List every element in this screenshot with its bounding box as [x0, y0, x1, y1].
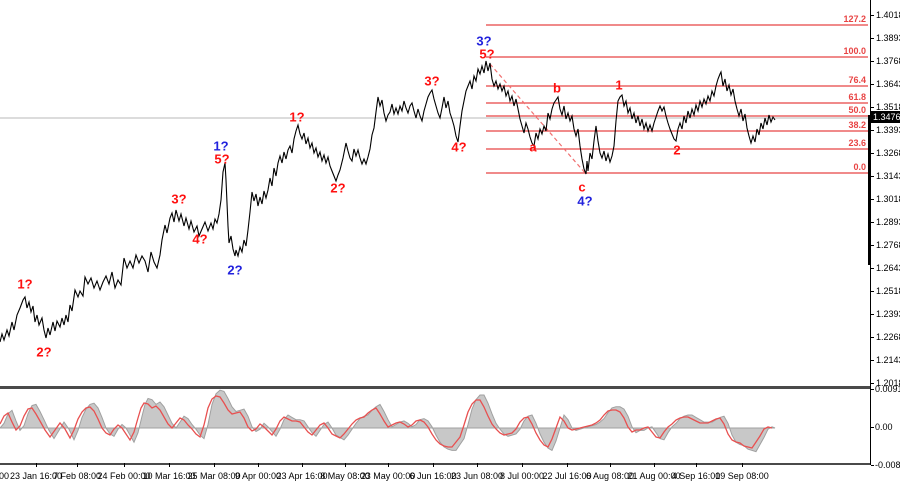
price-tick-label: 1.2643: [876, 263, 900, 273]
price-tick-label: 1.2018: [876, 378, 900, 388]
price-tick-label: 1.3143: [876, 171, 900, 181]
indicator-tick-label: 0.00: [875, 422, 893, 432]
time-tick-label: 8 Jul 00:00: [499, 471, 545, 481]
price-axis-border: [870, 0, 871, 465]
time-tick-label: 6 Jun 16:00: [409, 471, 457, 481]
price-tick-label: 1.3768: [876, 56, 900, 66]
time-tick-mark: [477, 463, 478, 467]
oscillator-signal-line: [0, 395, 773, 449]
time-tick-label: 22 Jul 16:00: [542, 471, 592, 481]
price-tick-mark: [871, 15, 874, 16]
right-edge-black-bar: [868, 115, 871, 265]
price-tick-label: 1.3893: [876, 33, 900, 43]
price-tick-label: 1.2768: [876, 240, 900, 250]
time-tick-mark: [742, 463, 743, 467]
price-tick-mark: [871, 383, 874, 384]
price-tick-mark: [871, 222, 874, 223]
time-tick-mark: [36, 463, 37, 467]
time-tick-mark: [77, 463, 78, 467]
time-tick-label: 7 Feb 08:00: [52, 471, 102, 481]
time-tick-mark: [567, 463, 568, 467]
time-tick-label: 21 Aug 00:00: [627, 471, 681, 481]
price-tick-label: 1.2143: [876, 355, 900, 365]
time-tick-mark: [214, 463, 215, 467]
oscillator-area: [0, 389, 776, 453]
price-tick-label: 1.3643: [876, 79, 900, 89]
time-tick-label: 23 Jun 08:00: [450, 471, 504, 481]
time-tick-label: 8 May 08:00: [320, 471, 370, 481]
price-tick-mark: [871, 337, 874, 338]
price-tick-label: 1.3518: [876, 102, 900, 112]
price-tick-mark: [871, 153, 874, 154]
price-series-line: [0, 60, 776, 343]
time-tick-mark: [696, 463, 697, 467]
indicator-tick-mark: [871, 389, 874, 390]
time-tick-label: 10 Mar 16:00: [142, 471, 196, 481]
indicator-tick-label: -0.00862: [875, 460, 900, 470]
time-tick-mark: [258, 463, 259, 467]
time-axis-border: [0, 463, 871, 465]
time-tick-label-partial: 00: [0, 471, 10, 481]
indicator-tick-mark: [871, 427, 874, 428]
time-axis[interactable]: 00 23 Jan 16:00 7 Feb 08:00 24 Feb 00:00 10 …: [0, 463, 900, 485]
price-axis[interactable]: 1.4018 1.3893 1.3768 1.3643 1.3518 1.3393 1.32…: [871, 0, 900, 470]
price-tick-mark: [871, 38, 874, 39]
time-tick-label: 9 Apr 00:00: [234, 471, 282, 481]
time-tick-mark: [433, 463, 434, 467]
time-tick-label: 23 May 00:00: [360, 471, 416, 481]
price-tick-mark: [871, 268, 874, 269]
price-tick-label: 1.3018: [876, 194, 900, 204]
price-tick-mark: [871, 107, 874, 108]
time-tick-mark: [302, 463, 303, 467]
time-tick-mark: [654, 463, 655, 467]
time-tick-mark: [388, 463, 389, 467]
indicator-tick-label: 0.0091: [875, 384, 900, 394]
time-tick-label: 4 Sep 16:00: [671, 471, 721, 481]
time-tick-label: 25 Mar 08:00: [187, 471, 241, 481]
price-tick-label: 1.3268: [876, 148, 900, 158]
current-price-tag: 1.3476: [871, 111, 900, 123]
time-tick-mark: [169, 463, 170, 467]
time-tick-mark: [124, 463, 125, 467]
oscillator-canvas[interactable]: [0, 386, 871, 463]
indicator-top-border: [0, 386, 871, 389]
price-tick-mark: [871, 360, 874, 361]
time-tick-mark: [345, 463, 346, 467]
price-tick-mark: [871, 84, 874, 85]
dashed-trendline: [489, 63, 587, 175]
price-tick-mark: [871, 61, 874, 62]
price-tick-mark: [871, 291, 874, 292]
time-tick-mark: [522, 463, 523, 467]
price-tick-label: 1.3393: [876, 125, 900, 135]
price-tick-label: 1.2518: [876, 286, 900, 296]
price-chart-canvas[interactable]: [0, 0, 871, 463]
price-tick-mark: [871, 130, 874, 131]
time-tick-label: 23 Jan 16:00: [9, 471, 63, 481]
time-tick-label: 6 Aug 08:00: [585, 471, 635, 481]
price-tick-label: 1.2268: [876, 332, 900, 342]
time-tick-mark: [610, 463, 611, 467]
price-tick-mark: [871, 245, 874, 246]
price-tick-label: 1.4018: [876, 10, 900, 20]
price-tick-mark: [871, 314, 874, 315]
time-tick-label: 19 Sep 08:00: [715, 471, 769, 481]
price-tick-label: 1.2393: [876, 309, 900, 319]
indicator-tick-mark: [871, 465, 874, 466]
time-tick-label: 23 Apr 16:00: [276, 471, 328, 481]
time-tick-label: 24 Feb 00:00: [97, 471, 151, 481]
price-tick-label: 1.2893: [876, 217, 900, 227]
price-tick-mark: [871, 199, 874, 200]
price-tick-mark: [871, 176, 874, 177]
